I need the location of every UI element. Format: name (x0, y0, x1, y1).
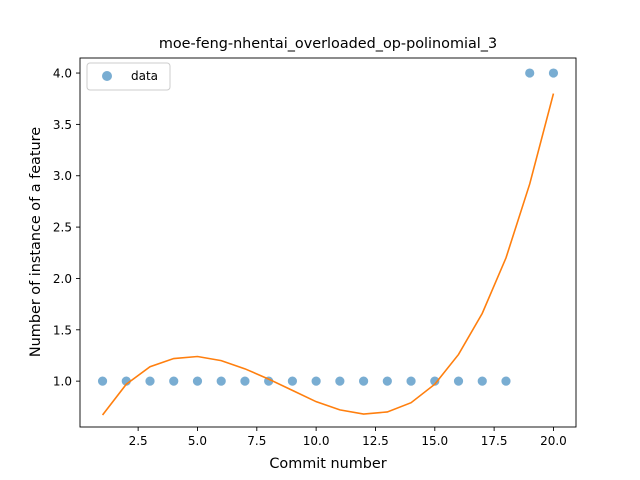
y-tick-label: 2.0 (53, 272, 72, 286)
data-point (477, 376, 487, 386)
x-tick-label: 20.0 (540, 434, 567, 448)
data-point (240, 376, 250, 386)
y-tick-label: 3.0 (53, 169, 72, 183)
y-tick-label: 4.0 (53, 67, 72, 81)
data-point (453, 376, 464, 386)
x-tick-label: 7.5 (247, 434, 266, 448)
x-axis-label: Commit number (269, 456, 386, 472)
y-tick-label: 1.5 (53, 323, 72, 337)
data-point (145, 376, 155, 386)
data-point (192, 376, 203, 386)
x-tick-label: 10.0 (303, 434, 330, 448)
data-point (358, 376, 369, 386)
y-tick-label: 1.0 (53, 375, 72, 389)
legend-marker-data (102, 71, 112, 81)
x-axis-ticks: 2.5 5.0 7.5 10.0 12.5 15.0 17.5 20.0 (129, 427, 567, 448)
data-point (525, 68, 535, 78)
data-point (406, 376, 416, 386)
axes-frame (79, 57, 577, 428)
data-point (287, 376, 298, 386)
y-tick-label: 2.5 (53, 221, 72, 235)
data-point (548, 68, 559, 78)
x-tick-label: 17.5 (481, 434, 508, 448)
data-point (216, 376, 226, 386)
data-point (382, 376, 392, 386)
data-point (501, 376, 511, 386)
y-tick-label: 3.5 (53, 118, 72, 132)
data-point (97, 376, 108, 386)
data-point (169, 376, 179, 386)
plot-area (79, 57, 577, 428)
y-axis-label: Number of instance of a feature (28, 127, 44, 357)
x-tick-label: 12.5 (362, 434, 389, 448)
data-point (311, 376, 321, 386)
data-point (430, 376, 440, 386)
legend-label-data: data (131, 69, 158, 83)
x-tick-label: 15.0 (421, 434, 448, 448)
fit-line (101, 93, 555, 416)
legend: data (86, 62, 171, 91)
data-point (335, 376, 345, 386)
y-axis-ticks: 1.0 1.5 2.0 2.5 3.0 3.5 4.0 (53, 67, 80, 389)
x-tick-label: 5.0 (188, 434, 207, 448)
x-tick-label: 2.5 (129, 434, 148, 448)
chart-title: moe-feng-nhentai_overloaded_op-polinomia… (159, 36, 497, 52)
legend-box (86, 62, 171, 91)
